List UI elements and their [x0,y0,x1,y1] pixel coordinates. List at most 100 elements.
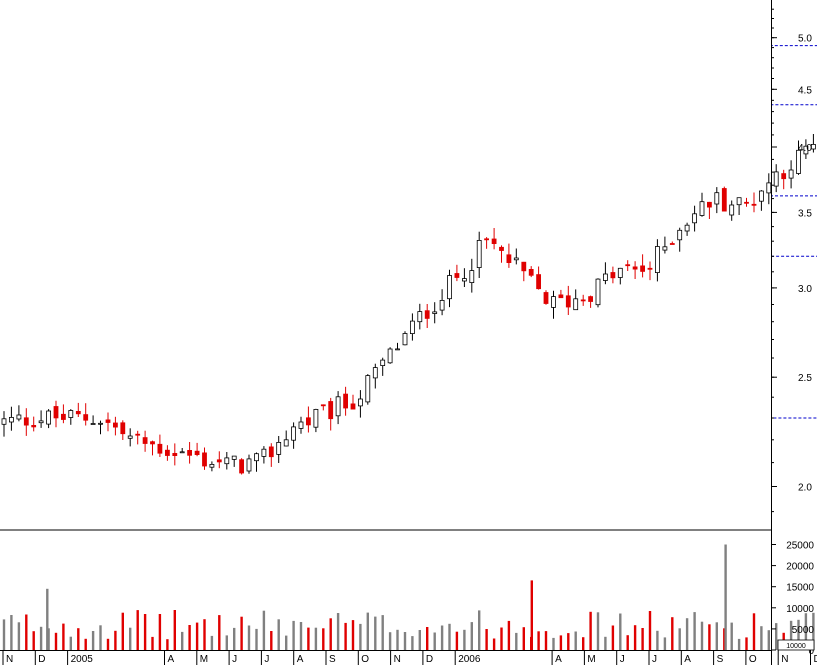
volume-bar [730,622,733,650]
volume-bar [715,622,718,650]
candle-body [113,422,118,428]
candle-body [216,459,222,463]
candle-body [276,441,282,455]
candle [239,458,245,475]
candle [98,420,103,435]
volume-bar [507,620,511,650]
candle [447,269,452,308]
candle [759,190,764,211]
volume-bar [604,636,607,650]
volume-bar [737,638,741,650]
x-tick-label: O [361,654,369,665]
candle-body [194,450,200,456]
candle [202,447,207,470]
candle [684,222,690,236]
candle [499,245,504,263]
volume-bar-spike [724,544,727,650]
candle [796,140,801,175]
candle-body [38,420,44,424]
volume-bar [775,623,778,650]
x-tick-label: S [717,654,724,665]
candle-body [573,298,579,311]
candle-body [447,275,452,300]
candle [417,303,423,330]
candle [68,409,74,425]
candle-body [187,449,193,456]
candle-body [409,320,415,335]
candle [781,169,787,190]
volume-bar [574,631,577,650]
candle [454,264,460,282]
volume-bar-spike [530,580,533,650]
volume-bar [403,632,407,650]
candle-body [699,201,705,216]
candle-body [105,419,111,423]
volume-bar [797,619,800,650]
candle-body [707,201,712,208]
volume-bar [329,618,332,650]
candle-body [320,404,326,407]
candle [491,228,497,250]
volume-bar [745,637,748,650]
volume-bar [700,621,704,650]
candle [395,342,400,351]
candle [707,201,712,219]
volume-bar [136,610,139,650]
candle [343,386,349,416]
volume-bar [663,637,667,650]
candle-body [796,149,801,174]
candle-body [179,451,185,454]
candle-body [484,238,490,241]
candle-body [543,292,549,304]
volume-bar [69,636,72,650]
candle [736,197,742,215]
candle [276,436,282,463]
volume-bar [173,610,176,650]
volume-bar [433,632,436,650]
candle-body [803,145,809,155]
volume-bar [32,631,35,650]
volume-bar [114,630,117,650]
volume-bar [426,627,429,650]
candle-body [224,457,230,465]
volume-bar [285,635,288,650]
volume-bar [492,638,496,650]
candle-body [551,296,556,308]
candle-body [402,333,408,346]
candle-body [83,414,89,421]
candle-body [617,267,623,278]
volume-scale-box [777,639,815,651]
x-axis: ND2005AMJJASOND2006AMJJASOND2007AMJJASON… [2,650,817,665]
volume-bar [708,624,711,650]
y-tick-label: 2.5 [798,373,812,384]
candle-body [692,213,697,224]
x-tick-label: D [38,654,45,665]
candle [313,408,319,433]
candle-body [684,224,690,232]
x-tick-label: J [652,654,657,665]
volume-bar [418,630,421,650]
volume-bar [760,626,763,650]
volume-bar [344,622,347,650]
volume-bar [106,638,110,650]
volume-bar [559,635,563,650]
volume-bar [188,625,191,650]
candle-body [172,452,178,456]
price-panel [1,45,817,475]
candle-body [669,243,675,245]
candle-body [283,439,289,447]
candle [744,197,749,207]
candle [157,434,163,457]
candle [424,304,430,328]
candle [224,452,230,470]
candle [729,200,735,221]
x-tick-label: J [620,654,625,665]
candle [23,408,29,436]
volume-bar [10,615,13,650]
volume-bar [633,625,637,650]
volume-bar [336,613,340,650]
candle-body [127,435,133,439]
candle [291,422,297,449]
x-tick-label: N [781,654,788,665]
candle-body [751,203,757,206]
